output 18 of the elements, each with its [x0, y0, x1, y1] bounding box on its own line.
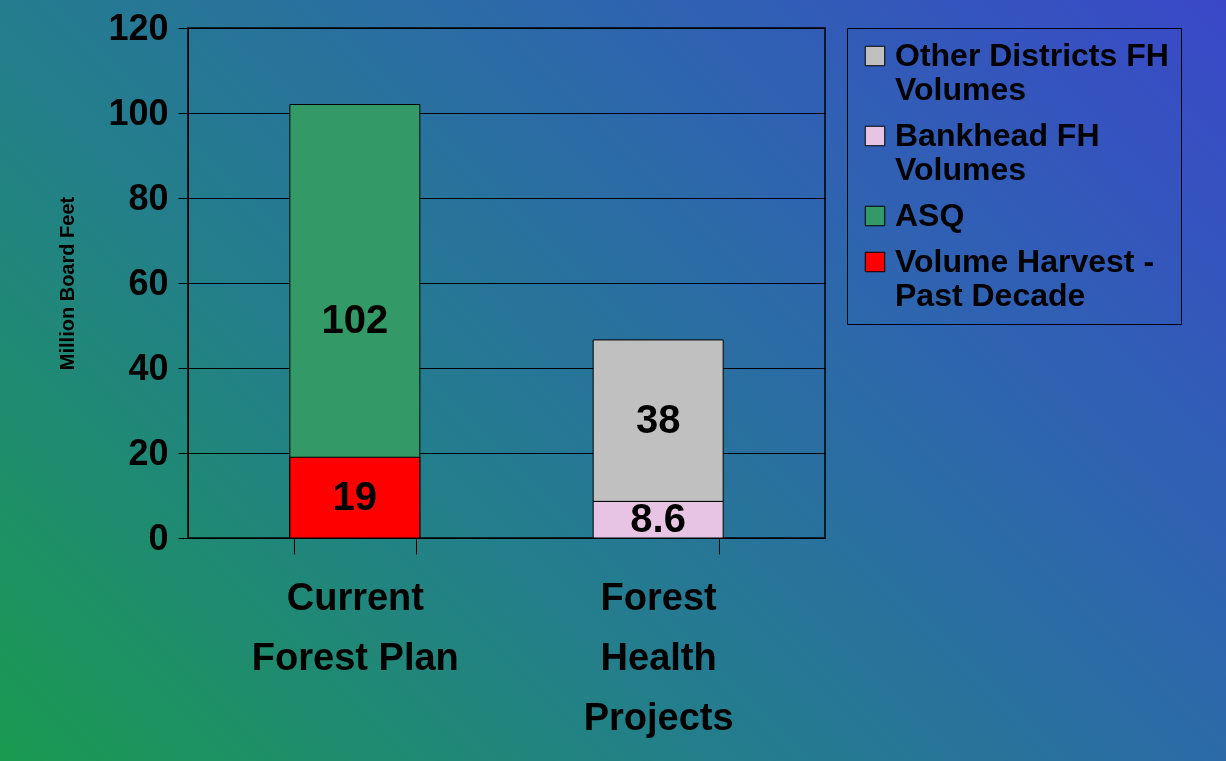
y-tick-label: 20 — [128, 431, 169, 473]
legend-label: Bankhead FH Volumes — [895, 117, 1100, 187]
x-tick-label: Forest Health Projects — [583, 575, 734, 738]
y-axis-title: Million Board Feet — [56, 196, 79, 371]
y-tick-label: 40 — [128, 346, 169, 388]
y-tick-label: 80 — [128, 176, 169, 218]
y-tick-label: 0 — [148, 516, 169, 558]
y-tick-label: 100 — [108, 91, 169, 133]
data-label: 102 — [321, 297, 389, 342]
legend-label: Other Districts FH Volumes — [895, 37, 1169, 107]
data-label: 38 — [635, 396, 681, 441]
y-tick-label: 60 — [128, 261, 169, 303]
legend-label: Volume Harvest - Past Decade — [895, 243, 1155, 313]
y-tick-label: 120 — [108, 6, 169, 48]
legend-label: ASQ — [895, 197, 965, 233]
x-tick-label: Current Forest Plan — [251, 575, 459, 678]
data-label: 19 — [332, 473, 378, 518]
data-label: 8.6 — [630, 495, 686, 540]
